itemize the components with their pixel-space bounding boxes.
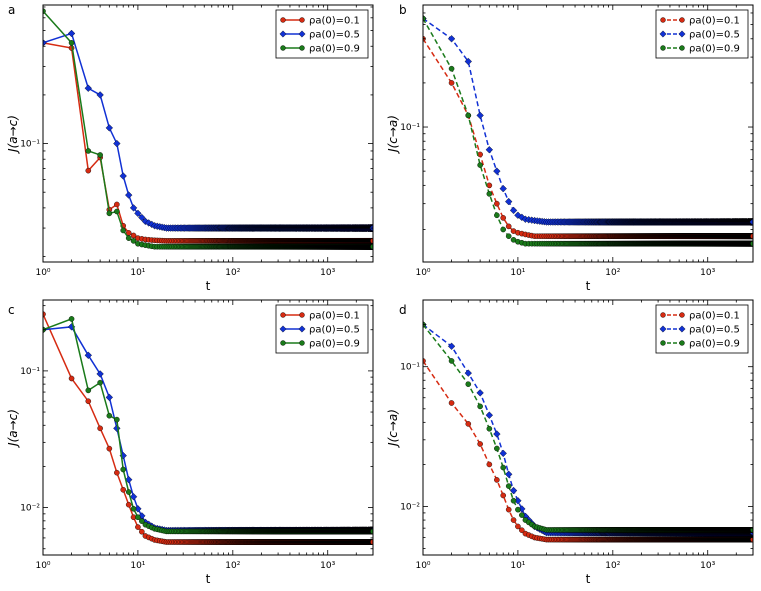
series-2 bbox=[40, 30, 377, 231]
series-1 bbox=[40, 40, 375, 243]
data-point bbox=[114, 202, 119, 207]
data-point bbox=[125, 192, 132, 199]
data-point bbox=[120, 173, 127, 180]
data-point bbox=[86, 168, 91, 173]
data-point bbox=[97, 92, 104, 99]
data-point bbox=[113, 140, 120, 147]
series-line bbox=[43, 33, 373, 228]
data-point bbox=[85, 85, 92, 92]
panel-a: 10⁰ 10¹ 10² 10³10⁻¹tJ(a→c)aρa(0)=0.1ρa(0)=0… bbox=[6, 3, 376, 293]
series-line bbox=[43, 43, 373, 241]
data-point bbox=[106, 124, 113, 131]
data-point bbox=[68, 30, 75, 37]
